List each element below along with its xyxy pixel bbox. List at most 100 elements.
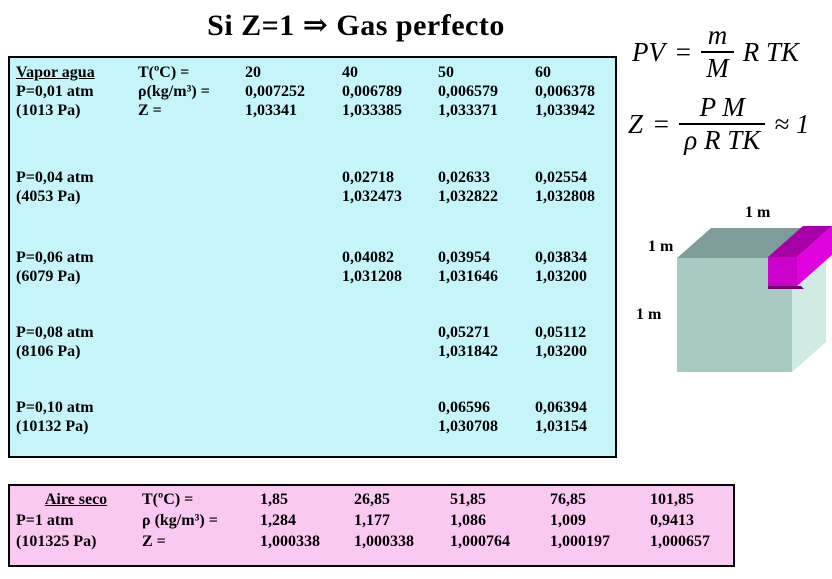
density-row-label: ρ(kg/m³) =	[138, 83, 210, 100]
temp-row-label: T(ºC) =	[138, 64, 190, 81]
eq1-numerator: m	[707, 20, 728, 50]
z-value: 1,033385	[342, 102, 402, 119]
pressure-label: P=0,10 atm	[16, 399, 94, 416]
temp-value: 26,85	[354, 491, 390, 508]
density-value: 0,02554	[535, 169, 587, 186]
vapor-bar-front-face	[768, 257, 797, 286]
water-table-title: Vapor agua	[16, 64, 95, 81]
density-row-label: ρ (kg/m³) =	[142, 512, 218, 529]
eq2-rhs: ≈ 1	[774, 108, 810, 139]
density-value: 0,06394	[535, 399, 587, 416]
dimension-label-top: 1 m	[745, 204, 771, 221]
air-table-title: Aire seco	[44, 491, 108, 508]
density-value: 1,086	[450, 512, 486, 529]
compressibility-equation: Z = P M ρ R TK ≈ 1	[628, 92, 809, 156]
pressure-group-010: P=0,10 atm 0,06596 0,06394 (10132 Pa) 1,…	[10, 398, 615, 436]
z-value: 1,03200	[535, 343, 587, 360]
z-value	[245, 187, 342, 206]
eq1-rhs: R TK	[742, 36, 800, 67]
vapor-bar-underside	[768, 286, 804, 289]
pressure-group-001: Vapor agua T(ºC) = 20 40 50 60 P=0,01 at…	[10, 63, 615, 120]
temp-value: 20	[245, 64, 261, 81]
vapor-bar-top-face	[768, 226, 832, 257]
cube-front-face	[677, 258, 792, 372]
pressure-label: P=0,08 atm	[16, 324, 94, 341]
temp-value: 51,85	[450, 491, 486, 508]
z-value: 1,000764	[450, 533, 510, 550]
density-value: 0,006579	[438, 83, 498, 100]
density-value	[342, 323, 438, 342]
z-value: 1,000338	[354, 533, 414, 550]
density-value: 0,03834	[535, 249, 587, 266]
density-value	[245, 248, 342, 267]
temp-value: 40	[342, 64, 358, 81]
fraction: m M	[701, 20, 734, 84]
fraction: P M ρ R TK	[679, 92, 766, 156]
temp-row-label: T(ºC) =	[142, 491, 194, 508]
z-value	[245, 417, 342, 436]
z-value	[245, 267, 342, 286]
z-value: 1,030708	[438, 418, 498, 435]
density-value: 0,02633	[438, 169, 490, 186]
density-value	[245, 168, 342, 187]
pa-label: (4053 Pa)	[16, 188, 81, 205]
z-value: 1,032822	[438, 188, 498, 205]
density-value: 0,06596	[438, 399, 490, 416]
pa-label: (1013 Pa)	[16, 102, 81, 119]
pressure-group-006: P=0,06 atm 0,04082 0,03954 0,03834 (6079…	[10, 248, 615, 286]
pressure-label: P=0,06 atm	[16, 249, 94, 266]
z-row-label: Z =	[138, 102, 162, 119]
density-value: 0,03954	[438, 249, 490, 266]
eq2-lhs: Z	[628, 108, 644, 139]
z-value: 1,031842	[438, 343, 498, 360]
dimension-label-depth: 1 m	[648, 238, 674, 255]
eq1-lhs: PV	[632, 36, 665, 67]
cube-figure: 1 m 1 m 1 m	[635, 198, 832, 390]
temp-value: 76,85	[550, 491, 586, 508]
z-value: 1,033371	[438, 102, 498, 119]
density-value: 0,006378	[535, 83, 595, 100]
pa-label: (8106 Pa)	[16, 343, 81, 360]
temp-value: 60	[535, 64, 551, 81]
pa-label: (6079 Pa)	[16, 268, 81, 285]
density-value: 0,02718	[342, 169, 394, 186]
density-value: 0,04082	[342, 249, 394, 266]
z-value	[245, 342, 342, 361]
density-value	[342, 398, 438, 417]
density-value: 0,05271	[438, 324, 490, 341]
z-value: 1,03341	[245, 102, 297, 119]
air-table-grid: Aire seco T(ºC) = 1,85 26,85 51,85 76,85…	[10, 489, 733, 552]
density-value: 1,009	[550, 512, 586, 529]
z-value: 1,031646	[438, 268, 498, 285]
density-value	[245, 398, 342, 417]
density-value: 0,007252	[245, 83, 305, 100]
z-row-label: Z =	[142, 533, 166, 550]
z-value: 1,000197	[550, 533, 610, 550]
pa-label: (10132 Pa)	[16, 418, 89, 435]
z-value: 1,03154	[535, 418, 587, 435]
z-value	[342, 342, 438, 361]
z-value: 1,032808	[535, 188, 595, 205]
density-value: 1,284	[260, 512, 296, 529]
density-value	[245, 323, 342, 342]
page-title: Si Z=1 ⇒ Gas perfecto	[207, 9, 505, 42]
z-value: 1,032473	[342, 188, 402, 205]
eq2-numerator: P M	[699, 92, 745, 122]
z-value: 1,031208	[342, 268, 402, 285]
pressure-group-004: P=0,04 atm 0,02718 0,02633 0,02554 (4053…	[10, 168, 615, 206]
z-value: 1,000338	[260, 533, 320, 550]
dry-air-table: Aire seco T(ºC) = 1,85 26,85 51,85 76,85…	[8, 484, 735, 567]
cube-illustration	[677, 226, 832, 372]
ideal-gas-equation: PV = m M R TK	[632, 20, 799, 84]
density-value: 0,05112	[535, 324, 587, 341]
density-value: 0,9413	[650, 512, 694, 529]
temp-value: 1,85	[260, 491, 288, 508]
equals-sign: =	[674, 36, 693, 67]
z-value: 1,033942	[535, 102, 595, 119]
z-value	[342, 417, 438, 436]
equals-sign: =	[652, 108, 671, 139]
water-vapor-table: Vapor agua T(ºC) = 20 40 50 60 P=0,01 at…	[8, 56, 617, 458]
pa-label: (101325 Pa)	[16, 533, 97, 550]
pressure-label: P=0,04 atm	[16, 169, 94, 186]
